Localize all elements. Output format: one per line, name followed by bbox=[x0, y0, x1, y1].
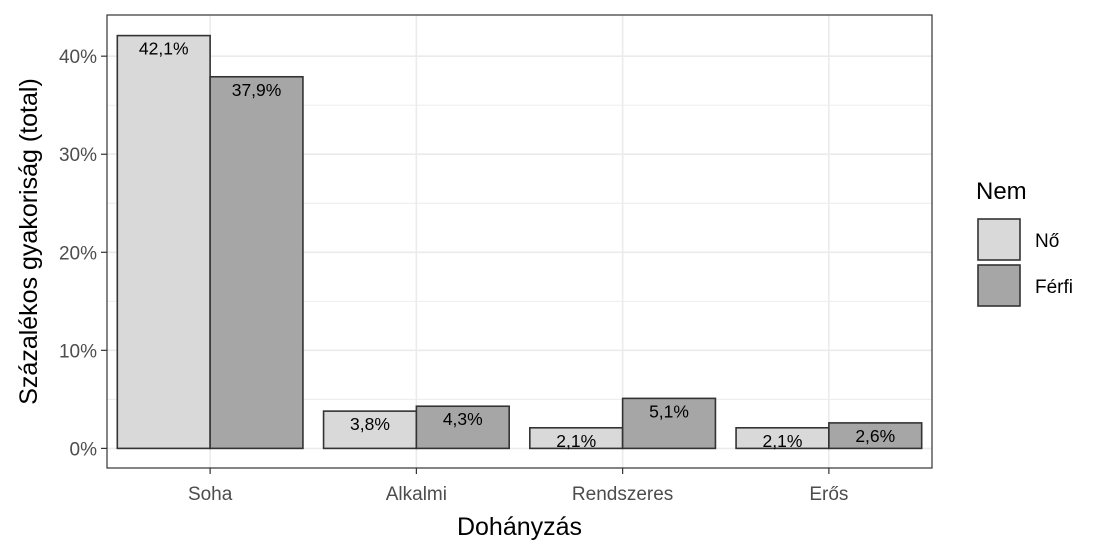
legend-label: Nő bbox=[1035, 231, 1059, 252]
y-tick-label: 10% bbox=[59, 341, 97, 362]
legend-key-nő bbox=[977, 218, 1021, 261]
data-label: 3,8% bbox=[350, 414, 390, 434]
bar-férfi-2 bbox=[621, 397, 717, 450]
data-label: 4,3% bbox=[443, 409, 483, 429]
y-axis: 0% 10% 20% 30% 40% bbox=[59, 47, 107, 460]
legend-title: Nem bbox=[976, 178, 1027, 205]
bar-nő-0 bbox=[116, 34, 211, 450]
bar-férfi-1 bbox=[415, 405, 510, 450]
y-tick-label: 0% bbox=[70, 439, 98, 460]
data-label: 5,1% bbox=[649, 401, 689, 421]
y-axis-title: Százalékos gyakoriság (total) bbox=[15, 78, 43, 405]
bar-nő-1 bbox=[322, 410, 418, 450]
x-tick-label: Erős bbox=[809, 484, 848, 505]
bars bbox=[116, 34, 923, 450]
y-tick-label: 30% bbox=[59, 145, 97, 166]
x-axis-title: Dohányzás bbox=[457, 513, 582, 541]
legend-label: Férfi bbox=[1035, 277, 1073, 298]
x-tick-label: Alkalmi bbox=[386, 484, 447, 505]
legend-key-férfi bbox=[977, 264, 1021, 307]
bar-férfi-0 bbox=[209, 75, 304, 450]
y-tick-label: 20% bbox=[59, 243, 97, 264]
data-label: 37,9% bbox=[232, 80, 282, 100]
x-axis: Soha Alkalmi Rendszeres Erős bbox=[188, 468, 848, 505]
data-label: 2,1% bbox=[763, 431, 803, 451]
data-label: 2,1% bbox=[556, 431, 596, 451]
y-tick-label: 40% bbox=[59, 47, 97, 68]
legend: Nem Nő Férfi bbox=[976, 178, 1073, 307]
data-label: 2,6% bbox=[855, 426, 895, 446]
panel-border bbox=[106, 14, 933, 469]
bar-labels: 42,1% 3,8% 2,1% 2,1% 37,9% 4,3% 5,1% 2,6% bbox=[139, 39, 895, 451]
x-tick-label: Rendszeres bbox=[572, 484, 673, 505]
data-label: 42,1% bbox=[139, 39, 189, 59]
x-tick-label: Soha bbox=[188, 484, 233, 505]
bar-férfi-3 bbox=[828, 422, 923, 450]
